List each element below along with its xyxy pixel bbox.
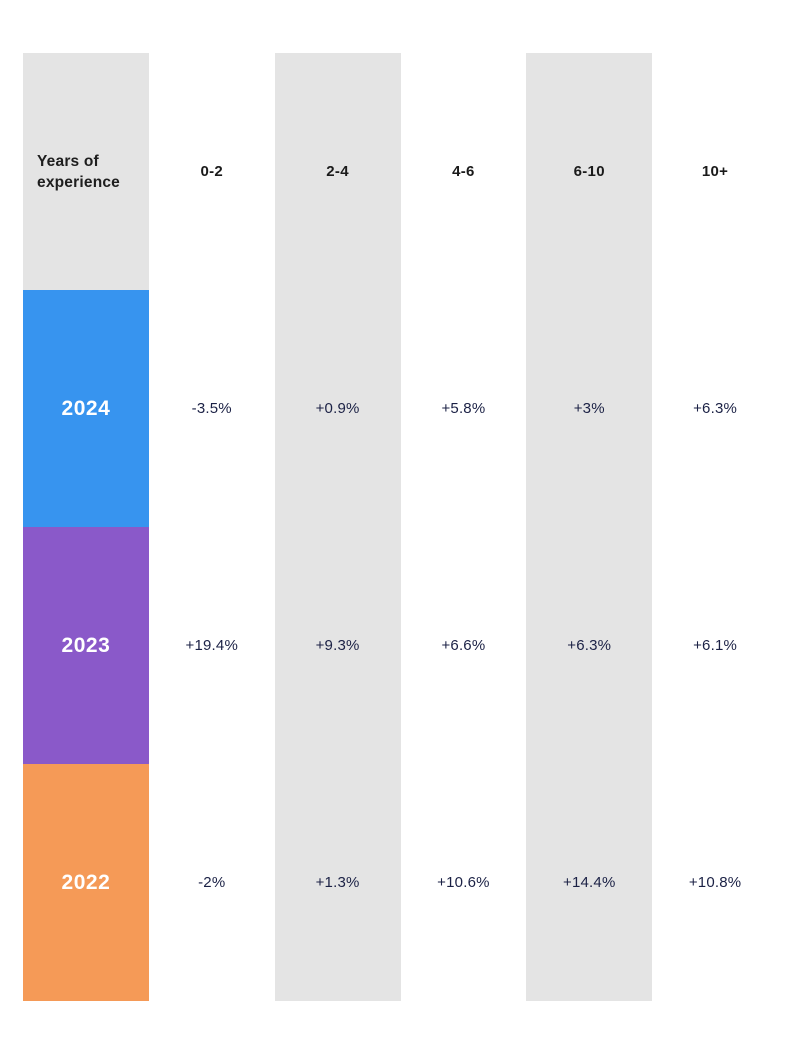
year-label-2024: 2024: [61, 396, 111, 420]
value-2023-6-10: +6.3%: [567, 637, 612, 654]
corner-header-label: Years of experience: [37, 152, 120, 191]
value-2022-4-6: +10.6%: [437, 874, 490, 891]
column-header-0-2: 0-2: [200, 163, 224, 180]
value-2023-2-4: +9.3%: [315, 637, 360, 654]
value-2022-0-2: -2%: [198, 874, 226, 891]
year-block-2023: 2023: [23, 527, 149, 764]
value-2023-4-6: +6.6%: [441, 637, 486, 654]
value-2023-10plus: +6.1%: [693, 637, 738, 654]
value-2024-4-6: +5.8%: [441, 400, 486, 417]
year-label-2022: 2022: [61, 870, 111, 894]
column-header-10plus: 10+: [701, 163, 729, 180]
value-2024-6-10: +3%: [573, 400, 605, 417]
column-header-4-6: 4-6: [452, 163, 475, 180]
value-2024-10plus: +6.3%: [693, 400, 738, 417]
corner-header-cell: Years of experience: [23, 53, 149, 290]
value-2022-2-4: +1.3%: [315, 874, 360, 891]
value-2024-0-2: -3.5%: [191, 400, 232, 417]
column-band-6-10: [526, 53, 653, 1001]
year-block-2022: 2022: [23, 764, 149, 1001]
year-block-2024: 2024: [23, 290, 149, 527]
year-label-2023: 2023: [61, 633, 111, 657]
column-header-6-10: 6-10: [573, 163, 605, 180]
table-grid: 2024 2023 2022 Years of experience 0-2 2…: [23, 53, 778, 1001]
value-2023-0-2: +19.4%: [185, 637, 238, 654]
value-2024-2-4: +0.9%: [315, 400, 360, 417]
value-2022-6-10: +14.4%: [562, 874, 616, 891]
column-header-2-4: 2-4: [326, 163, 349, 180]
column-band-2-4: [274, 53, 401, 1001]
value-2022-10plus: +10.8%: [688, 874, 742, 891]
